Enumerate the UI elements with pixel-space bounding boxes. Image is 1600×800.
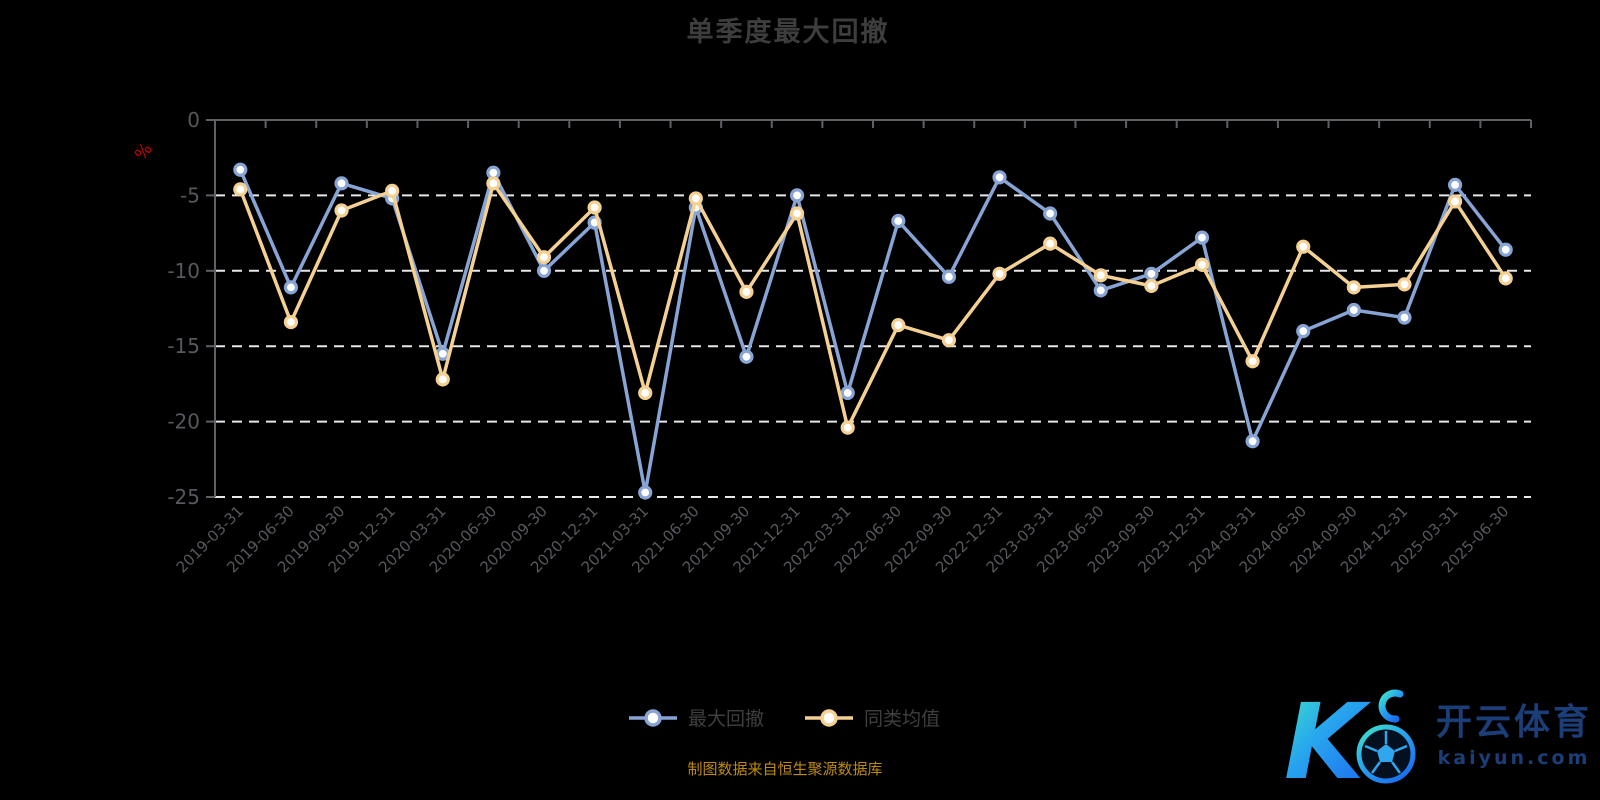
data-point-0-2024-09-30[interactable] [1346,302,1361,318]
data-point-1-2024-12-31[interactable] [1397,277,1412,292]
legend-label-category-average: 同类均值 [864,708,941,730]
data-point-1-2025-06-30[interactable] [1498,271,1513,286]
kaiyun-logo-letter: K [1284,681,1372,796]
legend: 最大回撤 同类均值 [628,704,940,731]
football-icon [1356,724,1416,784]
kaiyun-brand-name: 开云体育 [1436,702,1593,744]
y-axis-label: -10 [167,259,200,283]
data-point-0-2025-06-30[interactable] [1498,242,1513,257]
legend-item-max-drawdown[interactable]: 最大回撤 [628,704,764,731]
legend-marker-max-drawdown-icon [629,708,677,727]
data-point-0-2022-06-30[interactable] [891,213,906,229]
data-point-0-2023-12-31[interactable] [1194,230,1210,245]
kaiyun-logo: K [1284,681,1416,796]
legend-marker-category-average-icon [805,708,854,727]
kaiyun-brand-url: kaiyun.com [1437,746,1591,769]
legend-item-category-average[interactable]: 同类均值 [804,704,940,731]
data-point-0-2022-12-31[interactable] [992,170,1007,185]
source-note: 制图数据来自恒生聚源数据库 [687,760,883,778]
data-point-0-2024-06-30[interactable] [1296,324,1311,339]
data-point-1-2019-06-30[interactable] [283,314,299,330]
data-point-1-2019-12-31[interactable] [385,183,400,198]
data-point-1-2024-06-30[interactable] [1296,239,1311,254]
data-point-0-2024-03-31[interactable] [1245,434,1260,449]
data-point-0-2023-09-30[interactable] [1144,266,1159,281]
data-point-1-2022-03-31[interactable] [840,420,855,435]
data-point-1-2020-03-31[interactable] [435,372,450,387]
data-point-1-2019-09-30[interactable] [334,203,349,218]
data-point-0-2021-03-31[interactable] [638,485,653,500]
data-point-0-2022-09-30[interactable] [941,269,957,284]
data-point-0-2024-12-31[interactable] [1397,310,1412,325]
data-point-1-2020-06-30[interactable] [486,176,501,191]
data-point-1-2021-03-31[interactable] [638,385,653,401]
data-point-1-2023-09-30[interactable] [1144,278,1159,293]
data-point-1-2021-06-30[interactable] [688,191,703,206]
data-point-0-2025-03-31[interactable] [1447,177,1463,192]
y-axis-label: -25 [167,485,200,509]
data-point-1-2023-12-31[interactable] [1194,257,1210,272]
data-point-1-2020-09-30[interactable] [536,250,552,265]
data-point-1-2023-06-30[interactable] [1093,268,1108,283]
data-point-1-2025-03-31[interactable] [1447,194,1463,209]
data-point-0-2023-03-31[interactable] [1043,206,1058,221]
kaiyun-watermark: K 开云体育 kaiyun.com [1282,676,1600,796]
data-point-1-2021-09-30[interactable] [739,284,754,300]
y-axis-label: 0 [187,108,200,132]
data-point-0-2021-12-31[interactable] [789,188,805,203]
data-point-0-2019-06-30[interactable] [283,280,299,295]
y-axis-label: -5 [180,183,200,207]
y-axis-label: -15 [167,334,200,358]
data-point-1-2024-09-30[interactable] [1346,280,1361,295]
y-axis-label: -20 [167,410,200,434]
data-point-1-2021-12-31[interactable] [789,206,805,221]
chart-title: 单季度最大回撤 [686,17,890,48]
series-line-1 [238,181,1508,430]
legend-label-max-drawdown: 最大回撤 [688,708,765,730]
data-point-0-2019-09-30[interactable] [334,176,349,191]
data-point-0-2022-03-31[interactable] [840,385,855,401]
data-point-1-2019-03-31[interactable] [233,182,248,197]
data-point-0-2021-09-30[interactable] [739,349,754,364]
data-point-1-2022-06-30[interactable] [891,317,906,333]
data-point-1-2020-12-31[interactable] [587,200,602,215]
data-point-0-2019-03-31[interactable] [233,162,248,177]
data-point-1-2023-03-31[interactable] [1043,236,1058,251]
series-line-0 [238,169,1508,495]
data-point-1-2022-09-30[interactable] [941,333,957,348]
data-point-1-2022-12-31[interactable] [992,266,1007,281]
data-point-1-2024-03-31[interactable] [1245,354,1260,369]
data-point-0-2020-09-30[interactable] [536,263,552,278]
kaiyun-watermark-text: 开云体育 kaiyun.com [1436,703,1592,769]
data-point-0-2023-06-30[interactable] [1093,283,1108,298]
